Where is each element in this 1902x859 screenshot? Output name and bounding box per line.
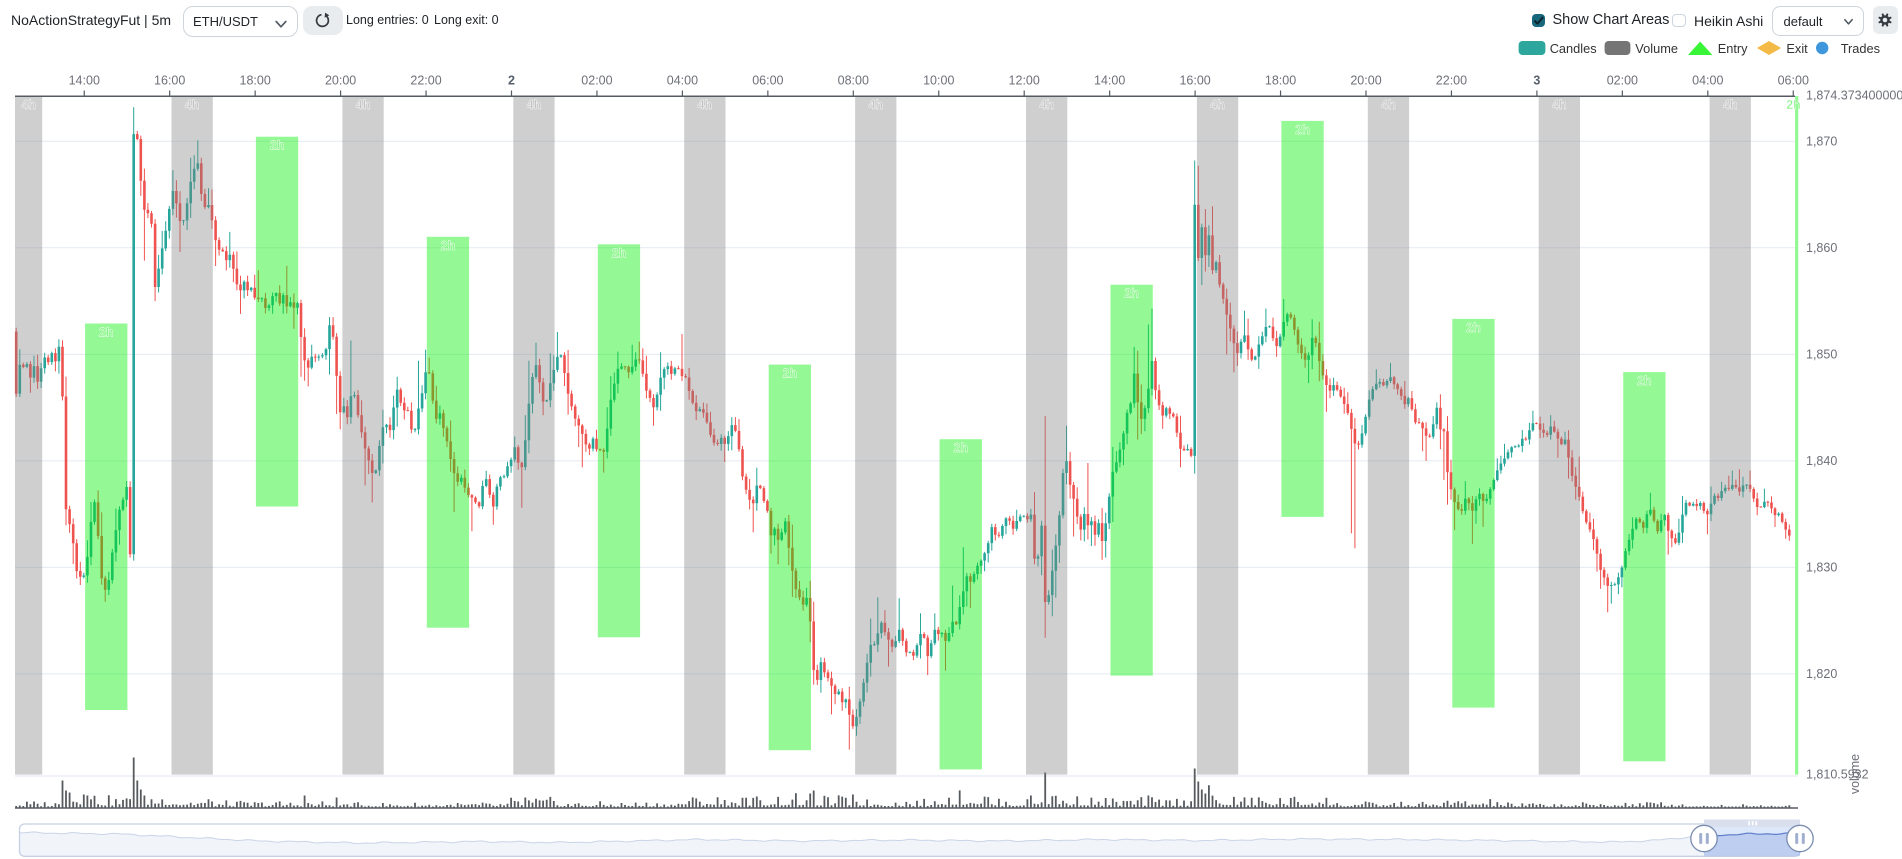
svg-text:4h: 4h — [356, 98, 371, 112]
svg-text:16:00: 16:00 — [154, 74, 185, 88]
svg-text:02:00: 02:00 — [1607, 74, 1638, 88]
svg-text:Trades: Trades — [1841, 41, 1880, 56]
svg-text:2h: 2h — [1466, 321, 1481, 335]
svg-text:2h: 2h — [441, 239, 456, 253]
svg-text:2h: 2h — [953, 441, 968, 455]
svg-text:2h: 2h — [270, 139, 285, 153]
svg-text:volume: volume — [1848, 754, 1862, 794]
svg-text:18:00: 18:00 — [240, 74, 271, 88]
svg-text:02:00: 02:00 — [581, 74, 612, 88]
svg-text:Volume: Volume — [1635, 41, 1678, 56]
svg-text:04:00: 04:00 — [667, 74, 698, 88]
svg-text:06:00: 06:00 — [1778, 74, 1809, 88]
svg-text:1,830: 1,830 — [1806, 561, 1837, 575]
svg-text:08:00: 08:00 — [838, 74, 869, 88]
svg-text:2: 2 — [508, 74, 515, 88]
svg-text:2h: 2h — [612, 246, 627, 260]
svg-text:4h: 4h — [868, 98, 883, 112]
svg-text:4h: 4h — [1723, 98, 1738, 112]
svg-text:4h: 4h — [698, 98, 713, 112]
svg-text:4h: 4h — [527, 98, 542, 112]
svg-text:1,860: 1,860 — [1806, 241, 1837, 255]
svg-text:2h: 2h — [783, 367, 798, 381]
svg-text:18:00: 18:00 — [1265, 74, 1296, 88]
svg-text:2h: 2h — [1124, 287, 1139, 301]
svg-text:4h: 4h — [1552, 98, 1567, 112]
svg-text:3: 3 — [1533, 74, 1540, 88]
svg-text:Entry: Entry — [1718, 41, 1748, 56]
svg-text:12:00: 12:00 — [1009, 74, 1040, 88]
svg-text:1,840: 1,840 — [1806, 454, 1837, 468]
svg-text:20:00: 20:00 — [1350, 74, 1381, 88]
svg-text:1,810.5932: 1,810.5932 — [1806, 768, 1869, 782]
svg-text:16:00: 16:00 — [1179, 74, 1210, 88]
svg-text:Exit: Exit — [1786, 41, 1808, 56]
svg-text:2h: 2h — [1295, 123, 1310, 137]
svg-text:4h: 4h — [1210, 98, 1225, 112]
svg-text:1,850: 1,850 — [1806, 348, 1837, 362]
svg-text:22:00: 22:00 — [1436, 74, 1467, 88]
svg-text:20:00: 20:00 — [325, 74, 356, 88]
svg-text:1,870: 1,870 — [1806, 135, 1837, 149]
svg-text:14:00: 14:00 — [69, 74, 100, 88]
svg-text:06:00: 06:00 — [752, 74, 783, 88]
svg-text:14:00: 14:00 — [1094, 74, 1125, 88]
svg-text:4h: 4h — [185, 98, 200, 112]
svg-text:2h: 2h — [1786, 98, 1801, 112]
svg-text:1,874.373400000: 1,874.373400000 — [1806, 89, 1902, 103]
svg-text:10:00: 10:00 — [923, 74, 954, 88]
svg-text:2h: 2h — [1637, 374, 1652, 388]
svg-text:4h: 4h — [1039, 98, 1054, 112]
svg-text:Candles: Candles — [1550, 41, 1597, 56]
svg-text:4h: 4h — [1381, 98, 1396, 112]
svg-text:22:00: 22:00 — [410, 74, 441, 88]
svg-text:4h: 4h — [21, 98, 36, 112]
svg-text:1,820: 1,820 — [1806, 667, 1837, 681]
svg-text:2h: 2h — [99, 326, 114, 340]
svg-text:04:00: 04:00 — [1692, 74, 1723, 88]
